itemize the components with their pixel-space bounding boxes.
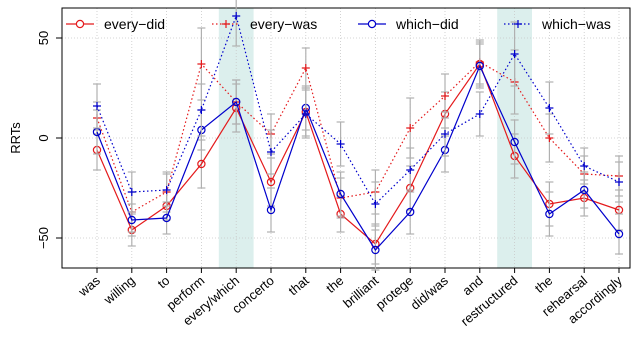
series-layer xyxy=(92,0,624,271)
data-point xyxy=(580,185,589,195)
x-tick-label: the xyxy=(323,273,346,296)
legend-label: which−was xyxy=(541,16,611,32)
series-line xyxy=(96,13,620,205)
data-point xyxy=(266,205,276,215)
data-point xyxy=(510,137,519,147)
data-point xyxy=(615,178,623,186)
data-point xyxy=(301,64,310,72)
series-line xyxy=(96,61,620,213)
data-point xyxy=(406,207,415,217)
legend-marker xyxy=(75,19,85,29)
x-tick-label: willing xyxy=(100,273,138,308)
data-point xyxy=(231,97,241,107)
data-point xyxy=(441,92,449,100)
y-tick-label: −50 xyxy=(36,227,51,249)
data-point xyxy=(162,213,171,223)
series-2 xyxy=(92,43,624,271)
data-point xyxy=(162,186,171,194)
data-point xyxy=(127,215,136,225)
data-point xyxy=(545,134,554,142)
plot-frame xyxy=(61,7,631,269)
series-line xyxy=(96,64,620,251)
data-point xyxy=(301,110,310,118)
data-point xyxy=(336,189,345,199)
legend-marker xyxy=(222,20,230,28)
y-tick-label: 50 xyxy=(36,31,51,45)
data-point xyxy=(267,148,275,156)
data-point xyxy=(336,140,345,148)
data-point xyxy=(475,110,484,118)
x-tick-label: and xyxy=(459,273,485,298)
y-axis: −50 0 50 xyxy=(36,31,62,249)
x-tick-label: the xyxy=(532,273,555,296)
series-3 xyxy=(93,0,623,227)
legend-label: every−was xyxy=(250,16,317,32)
x-tick-label: to xyxy=(155,273,173,291)
legend-label: which−did xyxy=(395,16,459,32)
data-point xyxy=(614,229,624,239)
x-tick-label: that xyxy=(285,273,312,299)
legend-marker xyxy=(367,19,377,29)
data-point xyxy=(266,177,276,187)
legend-marker xyxy=(514,20,522,28)
data-point xyxy=(197,106,206,114)
data-point xyxy=(475,61,484,71)
legend-label: every−did xyxy=(104,16,165,32)
gridlines xyxy=(62,8,630,268)
x-tick-label: did/was xyxy=(408,272,452,312)
data-point xyxy=(197,60,206,68)
data-point xyxy=(197,159,206,169)
series-0 xyxy=(92,41,624,265)
legend: every−did every−was which−did which−was xyxy=(66,16,611,32)
data-point xyxy=(406,166,415,174)
data-point xyxy=(371,245,380,255)
data-point xyxy=(232,12,241,20)
data-point xyxy=(545,209,554,219)
y-tick-label: 0 xyxy=(36,134,51,141)
data-point xyxy=(406,124,415,132)
data-point xyxy=(93,102,101,110)
data-point xyxy=(127,188,136,196)
data-point xyxy=(371,200,380,208)
y-axis-label: RRTs xyxy=(8,122,23,154)
x-tick-label: was xyxy=(75,272,104,299)
x-tick-label: protege xyxy=(373,273,416,313)
data-point xyxy=(510,50,519,58)
series-line xyxy=(96,62,620,245)
data-point xyxy=(545,104,554,112)
data-point xyxy=(580,162,589,170)
data-point xyxy=(441,130,449,138)
